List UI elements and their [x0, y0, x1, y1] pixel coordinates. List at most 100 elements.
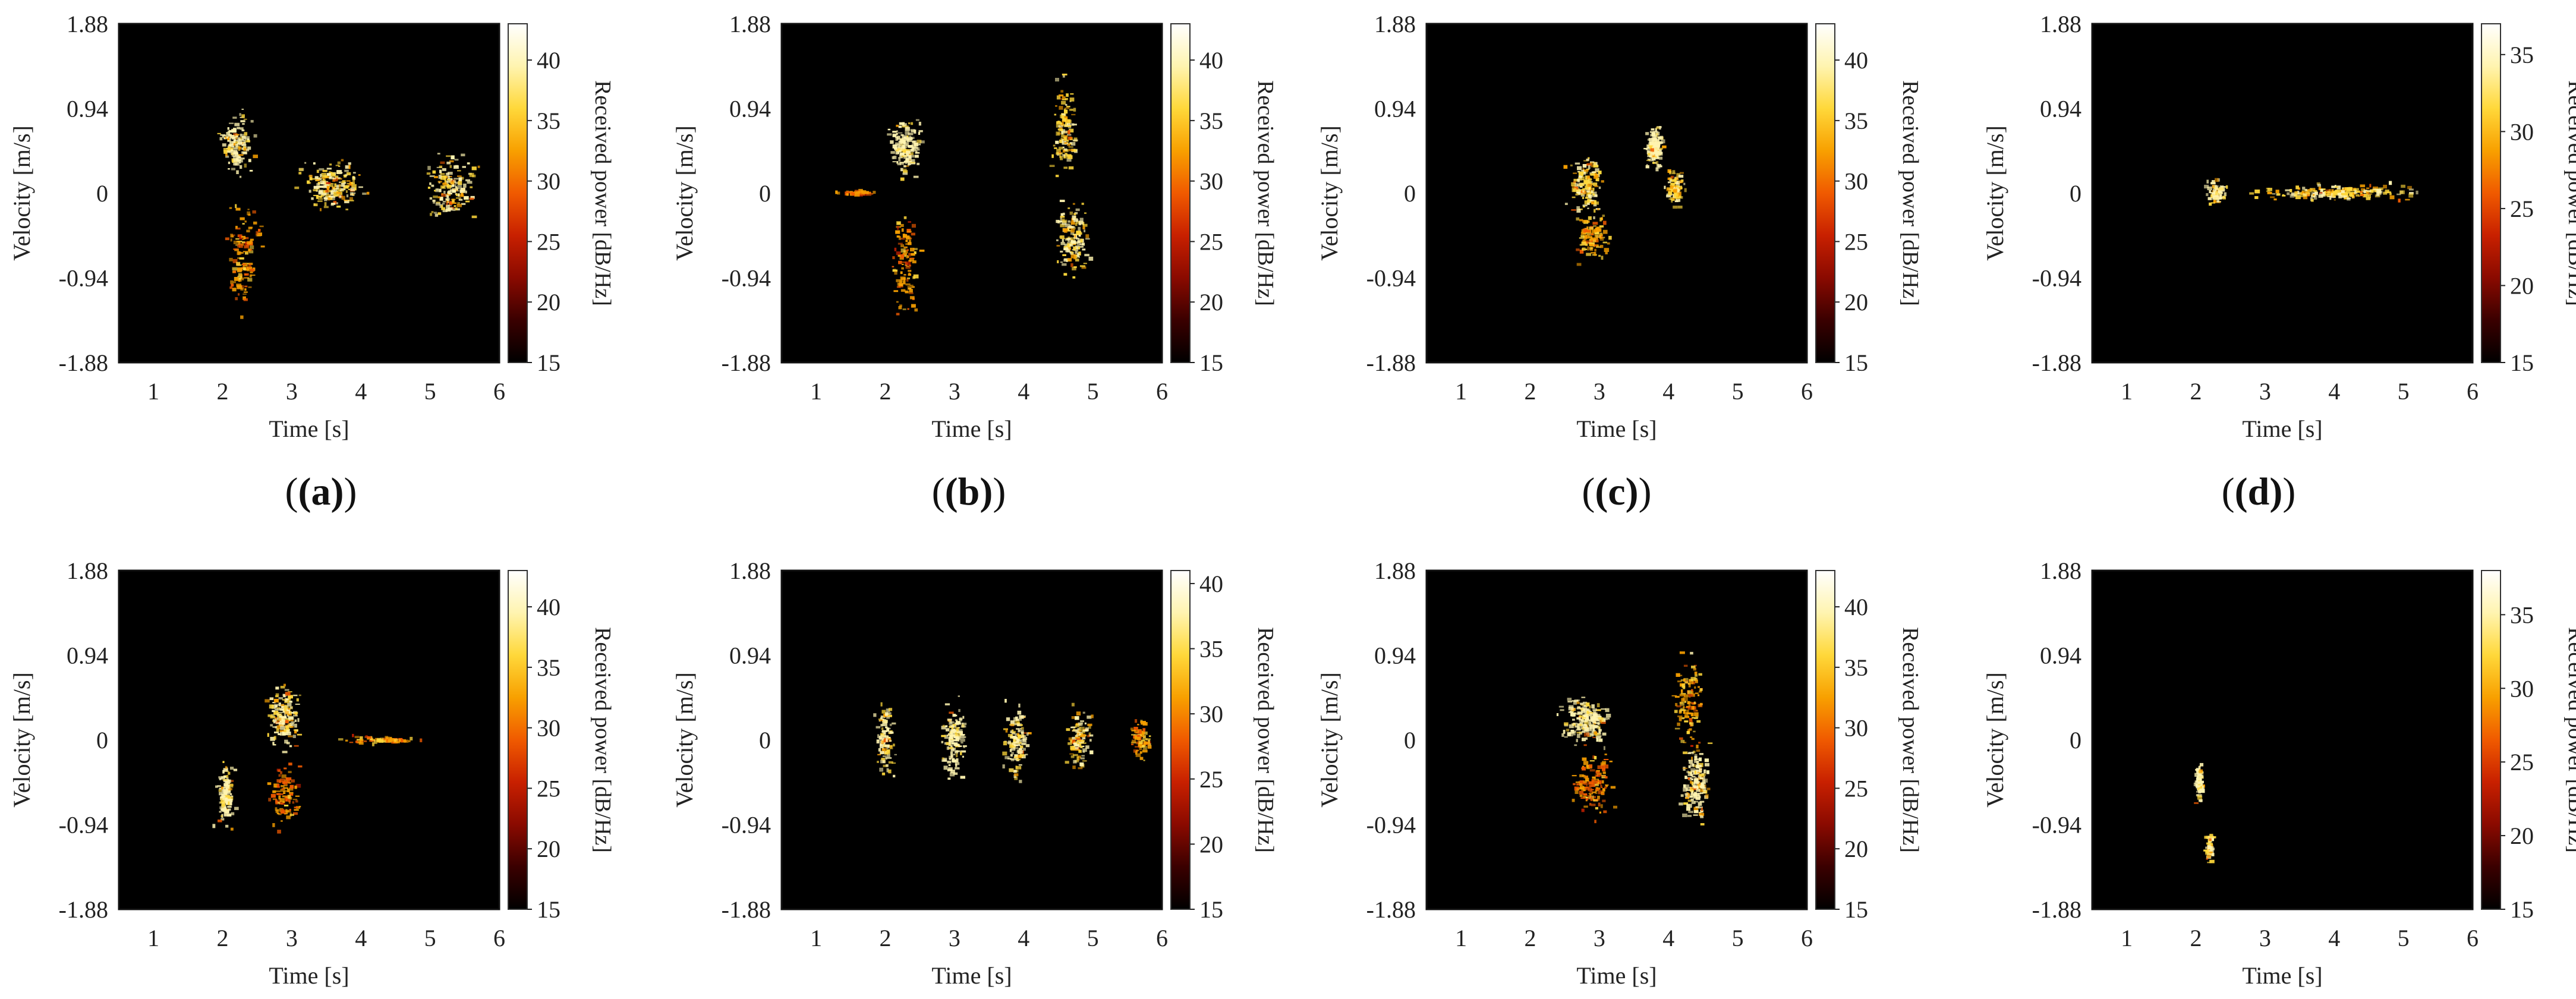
power-cell	[275, 790, 281, 792]
power-cell	[2320, 188, 2323, 191]
power-cell	[221, 799, 225, 803]
power-cell	[267, 733, 269, 737]
power-cell	[892, 144, 897, 149]
y-tick-label: 1.88	[2040, 557, 2081, 584]
power-cell	[313, 194, 318, 196]
power-cell	[955, 737, 959, 739]
power-cell	[460, 177, 464, 180]
power-cell	[1658, 156, 1663, 160]
power-cell	[1660, 135, 1664, 140]
power-cell	[288, 735, 293, 738]
power-cell	[2297, 190, 2300, 194]
power-cell	[1585, 717, 1587, 721]
power-cell	[958, 709, 961, 713]
power-cell	[1596, 720, 1599, 721]
power-cell	[1666, 187, 1670, 191]
power-cell	[1007, 758, 1012, 760]
power-cell	[890, 151, 895, 154]
power-cell	[1589, 713, 1593, 717]
power-cell	[1025, 754, 1028, 755]
power-cell	[911, 130, 916, 133]
power-cell	[909, 285, 914, 286]
power-cell	[1072, 139, 1078, 141]
power-cell	[1142, 735, 1146, 739]
power-cell	[1699, 768, 1702, 771]
power-cell	[1583, 704, 1588, 707]
power-cell	[1687, 793, 1690, 798]
power-cell	[236, 134, 240, 135]
power-cell	[231, 168, 235, 171]
power-cell	[1690, 713, 1694, 717]
power-cell	[1130, 727, 1133, 730]
power-cell	[221, 776, 225, 779]
power-cell	[313, 203, 318, 206]
power-cell	[900, 271, 903, 275]
power-cell	[1583, 781, 1586, 785]
power-cell	[1075, 208, 1080, 212]
y-axis-label: Velocity [m/s]	[671, 672, 698, 808]
power-cell	[2408, 188, 2414, 191]
power-cell	[898, 157, 901, 162]
power-cell	[2337, 189, 2341, 192]
power-cell	[1574, 790, 1579, 794]
power-cell	[225, 801, 228, 805]
power-cell	[2209, 190, 2211, 193]
power-cell	[227, 138, 229, 140]
power-cell	[1693, 667, 1696, 671]
power-cell	[222, 796, 228, 799]
colorbar-tick-label: 40	[1844, 47, 1868, 74]
power-cell	[228, 800, 232, 802]
power-cell	[1013, 770, 1017, 773]
power-cell	[898, 236, 901, 240]
power-cell	[1137, 724, 1139, 726]
power-cell	[435, 188, 440, 193]
power-cell	[958, 745, 962, 747]
power-cell	[309, 177, 313, 181]
power-cell	[1027, 732, 1032, 735]
power-cell	[276, 717, 280, 720]
power-cell	[1560, 709, 1564, 711]
power-cell	[919, 140, 925, 144]
y-tick-label: 1.88	[1374, 11, 1416, 37]
power-cell	[326, 173, 331, 176]
power-cell	[1013, 742, 1017, 743]
power-cell	[1017, 743, 1021, 745]
power-cell	[212, 824, 216, 828]
axes-frame	[118, 569, 500, 910]
power-cell	[1592, 755, 1595, 759]
power-cell	[903, 149, 908, 153]
power-cell	[1583, 793, 1588, 796]
power-cell	[1075, 259, 1079, 261]
power-cell	[1675, 702, 1678, 707]
power-cell	[1583, 795, 1587, 799]
power-cell	[297, 718, 300, 722]
power-cell	[332, 187, 335, 189]
power-cell	[267, 782, 272, 785]
power-cell	[294, 723, 297, 728]
power-cell	[272, 744, 276, 746]
power-cell	[242, 123, 245, 125]
power-cell	[960, 739, 965, 742]
power-cell	[1069, 108, 1073, 111]
power-cell	[1583, 724, 1588, 728]
power-cell	[906, 231, 912, 232]
power-cell	[2198, 788, 2200, 790]
power-cell	[1065, 120, 1069, 124]
power-cell	[1596, 735, 1602, 738]
x-tick-label: 5	[1087, 378, 1099, 405]
power-cell	[276, 725, 281, 730]
power-cell	[222, 761, 225, 763]
power-cell	[2211, 853, 2215, 856]
power-cell	[229, 144, 232, 147]
power-cell	[241, 135, 246, 139]
power-cell	[1056, 245, 1060, 247]
power-cell	[895, 150, 899, 155]
power-cell	[448, 190, 451, 193]
power-cell	[1686, 807, 1690, 811]
power-cell	[1602, 229, 1608, 234]
colorbar-tick-label: 35	[1199, 636, 1223, 663]
power-cell	[1594, 209, 1596, 213]
power-cell	[311, 197, 314, 200]
power-cell	[919, 250, 925, 252]
power-cell	[914, 308, 918, 312]
